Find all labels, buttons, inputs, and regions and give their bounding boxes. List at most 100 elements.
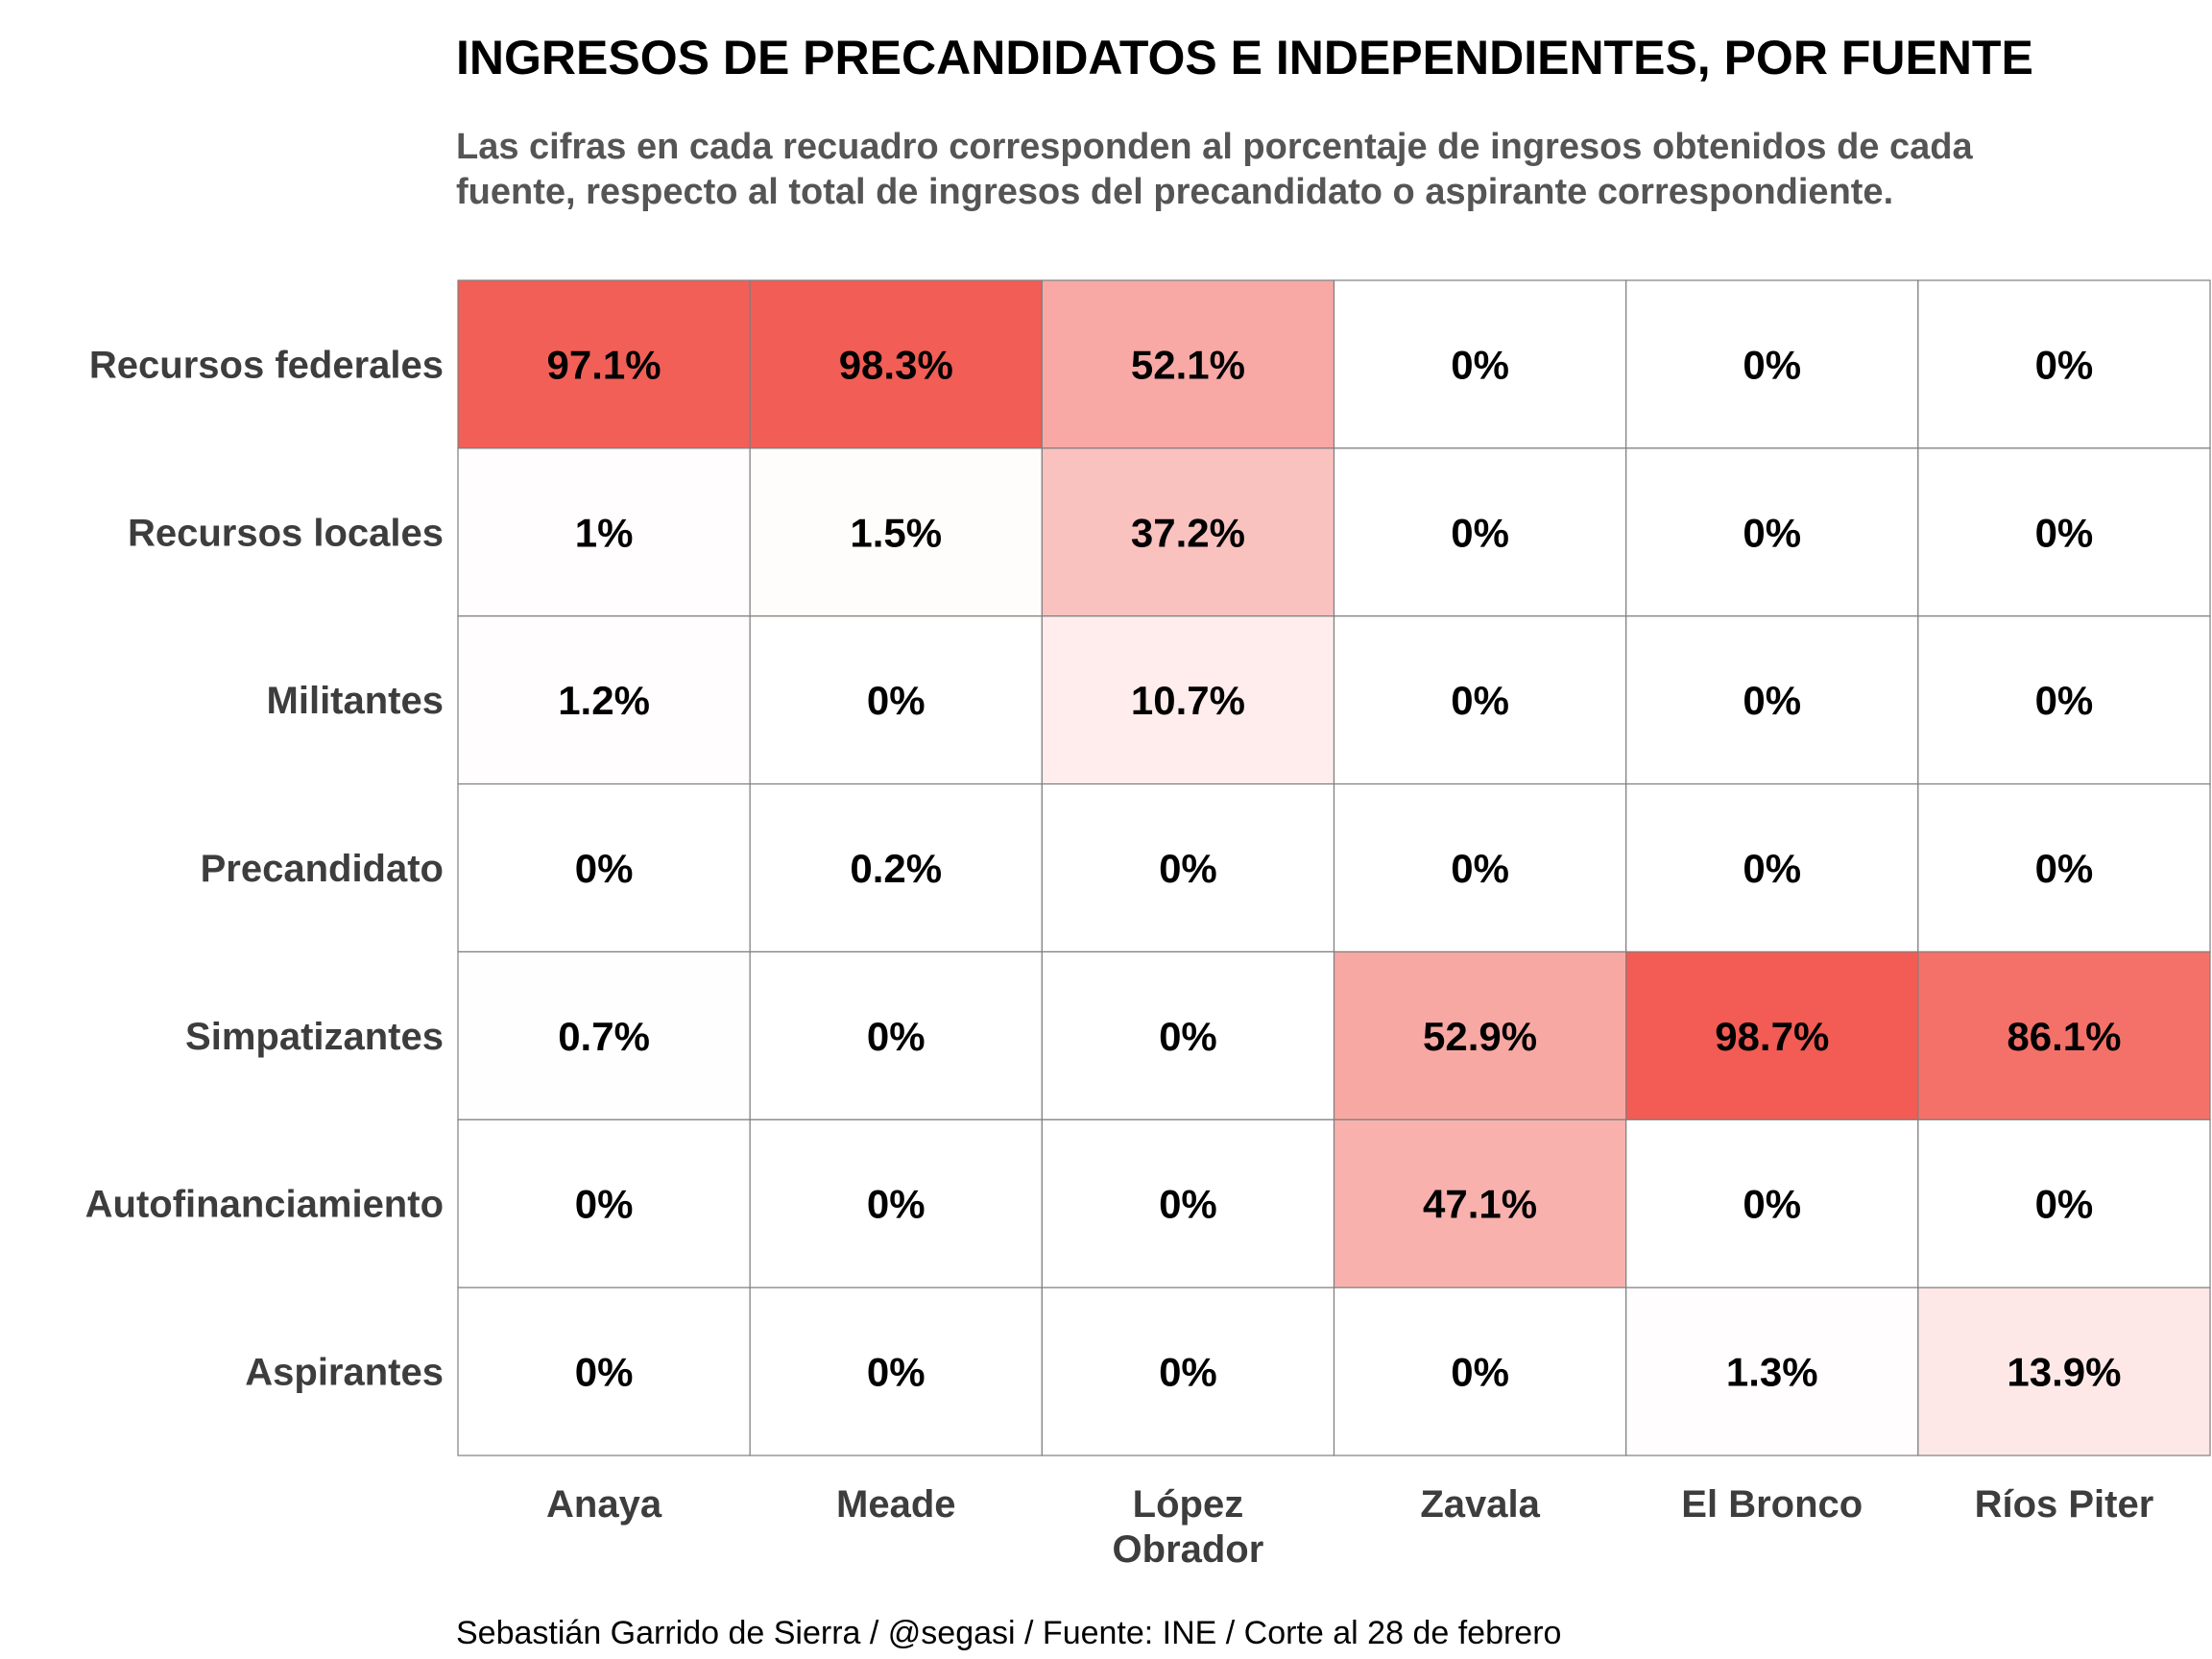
- heatmap-cell: [457, 950, 751, 1120]
- heatmap-cell: [457, 1118, 751, 1288]
- chart-subtitle-line-1: Las cifras en cada recuadro corresponden…: [456, 127, 1973, 167]
- cell-value-label: 0%: [1451, 678, 1509, 723]
- heatmap-cell: [1333, 615, 1627, 785]
- row-label-autofinanciamiento: Autofinanciamiento: [85, 1184, 444, 1226]
- column-label-rios-piter: Ríos Piter: [1975, 1483, 2154, 1526]
- heatmap-cell: [749, 782, 1043, 953]
- heatmap-cell: [1917, 950, 2211, 1120]
- cell-value-label: 13.9%: [2007, 1350, 2121, 1395]
- cell-value-label: 0%: [867, 678, 926, 723]
- cell-value-label: 10.7%: [1131, 678, 1245, 723]
- cell-value-label: 0%: [1743, 678, 1801, 723]
- heatmap-cell: [1041, 782, 1335, 953]
- cell-value-label: 0.2%: [850, 846, 942, 891]
- column-label-zavala: Zavala: [1420, 1483, 1540, 1526]
- cell-value-label: 47.1%: [1423, 1182, 1537, 1227]
- chart-subtitle-line-2: fuente, respecto al total de ingresos de…: [456, 172, 1893, 212]
- cell-value-label: 0%: [1159, 1350, 1217, 1395]
- cell-value-label: 86.1%: [2007, 1014, 2121, 1059]
- heatmap-cell: [749, 447, 1043, 617]
- row-label-simpatizantes: Simpatizantes: [185, 1016, 444, 1058]
- cell-value-label: 97.1%: [547, 342, 661, 387]
- cell-value-label: 52.9%: [1423, 1014, 1537, 1059]
- heatmap-cell: [1333, 1286, 1627, 1456]
- heatmap-cell: [1333, 782, 1627, 953]
- cell-value-label: 37.2%: [1131, 510, 1245, 555]
- cell-value-label: 98.7%: [1715, 1014, 1829, 1059]
- cell-value-label: 1.3%: [1726, 1350, 1818, 1395]
- cell-value-label: 0%: [1743, 846, 1801, 891]
- heatmap-cell: [1041, 279, 1335, 449]
- cell-value-label: 1%: [575, 510, 634, 555]
- cell-value-label: 0%: [2035, 342, 2094, 387]
- row-labels: Recursos federales Recursos locales Milita…: [85, 344, 444, 1393]
- cell-value-label: 0.7%: [558, 1014, 650, 1059]
- heatmap-cell: [1625, 950, 1919, 1120]
- heatmap-cell: [1625, 279, 1919, 449]
- heatmap-cell: [1041, 1286, 1335, 1456]
- heatmap-cell: [1333, 1118, 1627, 1288]
- row-label-recursos-federales: Recursos federales: [89, 344, 444, 386]
- row-label-militantes: Militantes: [267, 680, 444, 722]
- heatmap-cell: [749, 1286, 1043, 1456]
- heatmap-cell: [1917, 279, 2211, 449]
- heatmap-cell: [1917, 447, 2211, 617]
- heatmap-cell: [749, 615, 1043, 785]
- heatmap-cell: [457, 1286, 751, 1456]
- cell-value-label: 0%: [1159, 1014, 1217, 1059]
- cell-value-label: 0%: [1451, 846, 1509, 891]
- cell-value-label: 0%: [2035, 846, 2094, 891]
- heatmap-cell: [1917, 782, 2211, 953]
- row-label-aspirantes: Aspirantes: [245, 1352, 444, 1394]
- heatmap-cell: [1917, 615, 2211, 785]
- heatmap-cell: [1333, 950, 1627, 1120]
- cell-value-label: 0%: [575, 846, 634, 891]
- heatmap-cell: [749, 279, 1043, 449]
- row-label-recursos-locales: Recursos locales: [128, 512, 444, 554]
- column-label-anaya: Anaya: [546, 1483, 662, 1526]
- heatmap-cell: [1917, 1118, 2211, 1288]
- heatmap-cell: [1625, 1118, 1919, 1288]
- heatmap-cell: [457, 615, 751, 785]
- chart-caption: Sebastián Garrido de Sierra / @segasi / …: [456, 1615, 1561, 1651]
- heatmap-cell: [1917, 1286, 2211, 1456]
- heatmap-cell: [749, 950, 1043, 1120]
- column-label-el-bronco: El Bronco: [1681, 1483, 1863, 1526]
- column-label-lopez-obrador: López: [1133, 1483, 1244, 1526]
- cell-value-label: 1.2%: [558, 678, 650, 723]
- cell-value-label: 0%: [1159, 846, 1217, 891]
- column-label-lopez-obrador: Obrador: [1113, 1528, 1264, 1571]
- cell-value-label: 0%: [1743, 342, 1801, 387]
- heatmap-cell: [457, 447, 751, 617]
- heatmap-cell: [1333, 279, 1627, 449]
- heatmap-cell: [1625, 615, 1919, 785]
- column-label-meade: Meade: [836, 1483, 956, 1526]
- cell-value-label: 0%: [575, 1350, 634, 1395]
- heatmap-cell: [1333, 447, 1627, 617]
- cell-value-label: 0%: [2035, 1182, 2094, 1227]
- cell-value-label: 0%: [1451, 510, 1509, 555]
- cell-value-label: 0%: [1743, 1182, 1801, 1227]
- heatmap-cell: [1041, 615, 1335, 785]
- cell-value-label: 0%: [1743, 510, 1801, 555]
- cell-value-label: 0%: [2035, 678, 2094, 723]
- cell-value-label: 0%: [575, 1182, 634, 1227]
- cell-value-label: 1.5%: [850, 510, 942, 555]
- cell-value-label: 0%: [1451, 342, 1509, 387]
- heatmap-cell: [1625, 782, 1919, 953]
- cell-value-label: 0%: [867, 1014, 926, 1059]
- heatmap-cell: [1625, 1286, 1919, 1456]
- heatmap-cell: [457, 782, 751, 953]
- heatmap-cell: [457, 279, 751, 449]
- heatmap-cell: [1041, 950, 1335, 1120]
- chart-title: INGRESOS DE PRECANDIDATOS E INDEPENDIENT…: [456, 31, 2033, 84]
- heatmap-cells: 97.1% 98.3% 52.1% 0% 0% 0% 1% 1.5% 37.2% 0% 0% 0% 1.…: [457, 279, 2211, 1456]
- row-label-precandidato: Precandidato: [201, 848, 444, 890]
- cell-value-label: 0%: [867, 1350, 926, 1395]
- cell-value-label: 0%: [867, 1182, 926, 1227]
- cell-value-label: 98.3%: [839, 342, 953, 387]
- cell-value-label: 0%: [2035, 510, 2094, 555]
- cell-value-label: 52.1%: [1131, 342, 1245, 387]
